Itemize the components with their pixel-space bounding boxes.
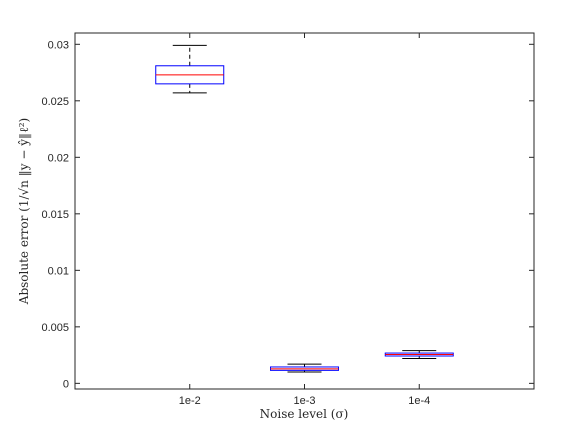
y-tick-label: 0.03 xyxy=(48,39,69,51)
y-tick-label: 0.02 xyxy=(48,152,69,164)
y-axis-label: Absolute error (1/√n ‖y − ŷ‖ℓ²) xyxy=(17,118,31,305)
x-axis-ticks: 1e-2 1e-3 1e-4 xyxy=(179,33,430,407)
box-1e-2 xyxy=(155,44,225,94)
x-tick-label: 1e-2 xyxy=(179,395,201,407)
x-tick-label: 1e-3 xyxy=(293,395,315,407)
box-1e-4 xyxy=(384,350,454,359)
y-axis-ticks: 0 0.005 0.01 0.015 0.02 0.025 0.03 xyxy=(41,39,534,390)
y-tick-label: 0 xyxy=(63,378,69,390)
y-tick-label: 0.01 xyxy=(48,265,69,277)
y-tick-label: 0.025 xyxy=(41,96,69,108)
boxes xyxy=(155,44,454,373)
plot-area xyxy=(74,32,535,390)
x-axis-label: Noise level (σ) xyxy=(260,407,349,421)
box-1e-3 xyxy=(270,363,339,373)
y-tick-label: 0.005 xyxy=(41,322,69,334)
y-tick-label: 0.015 xyxy=(41,209,69,221)
x-tick-label: 1e-4 xyxy=(408,395,430,407)
